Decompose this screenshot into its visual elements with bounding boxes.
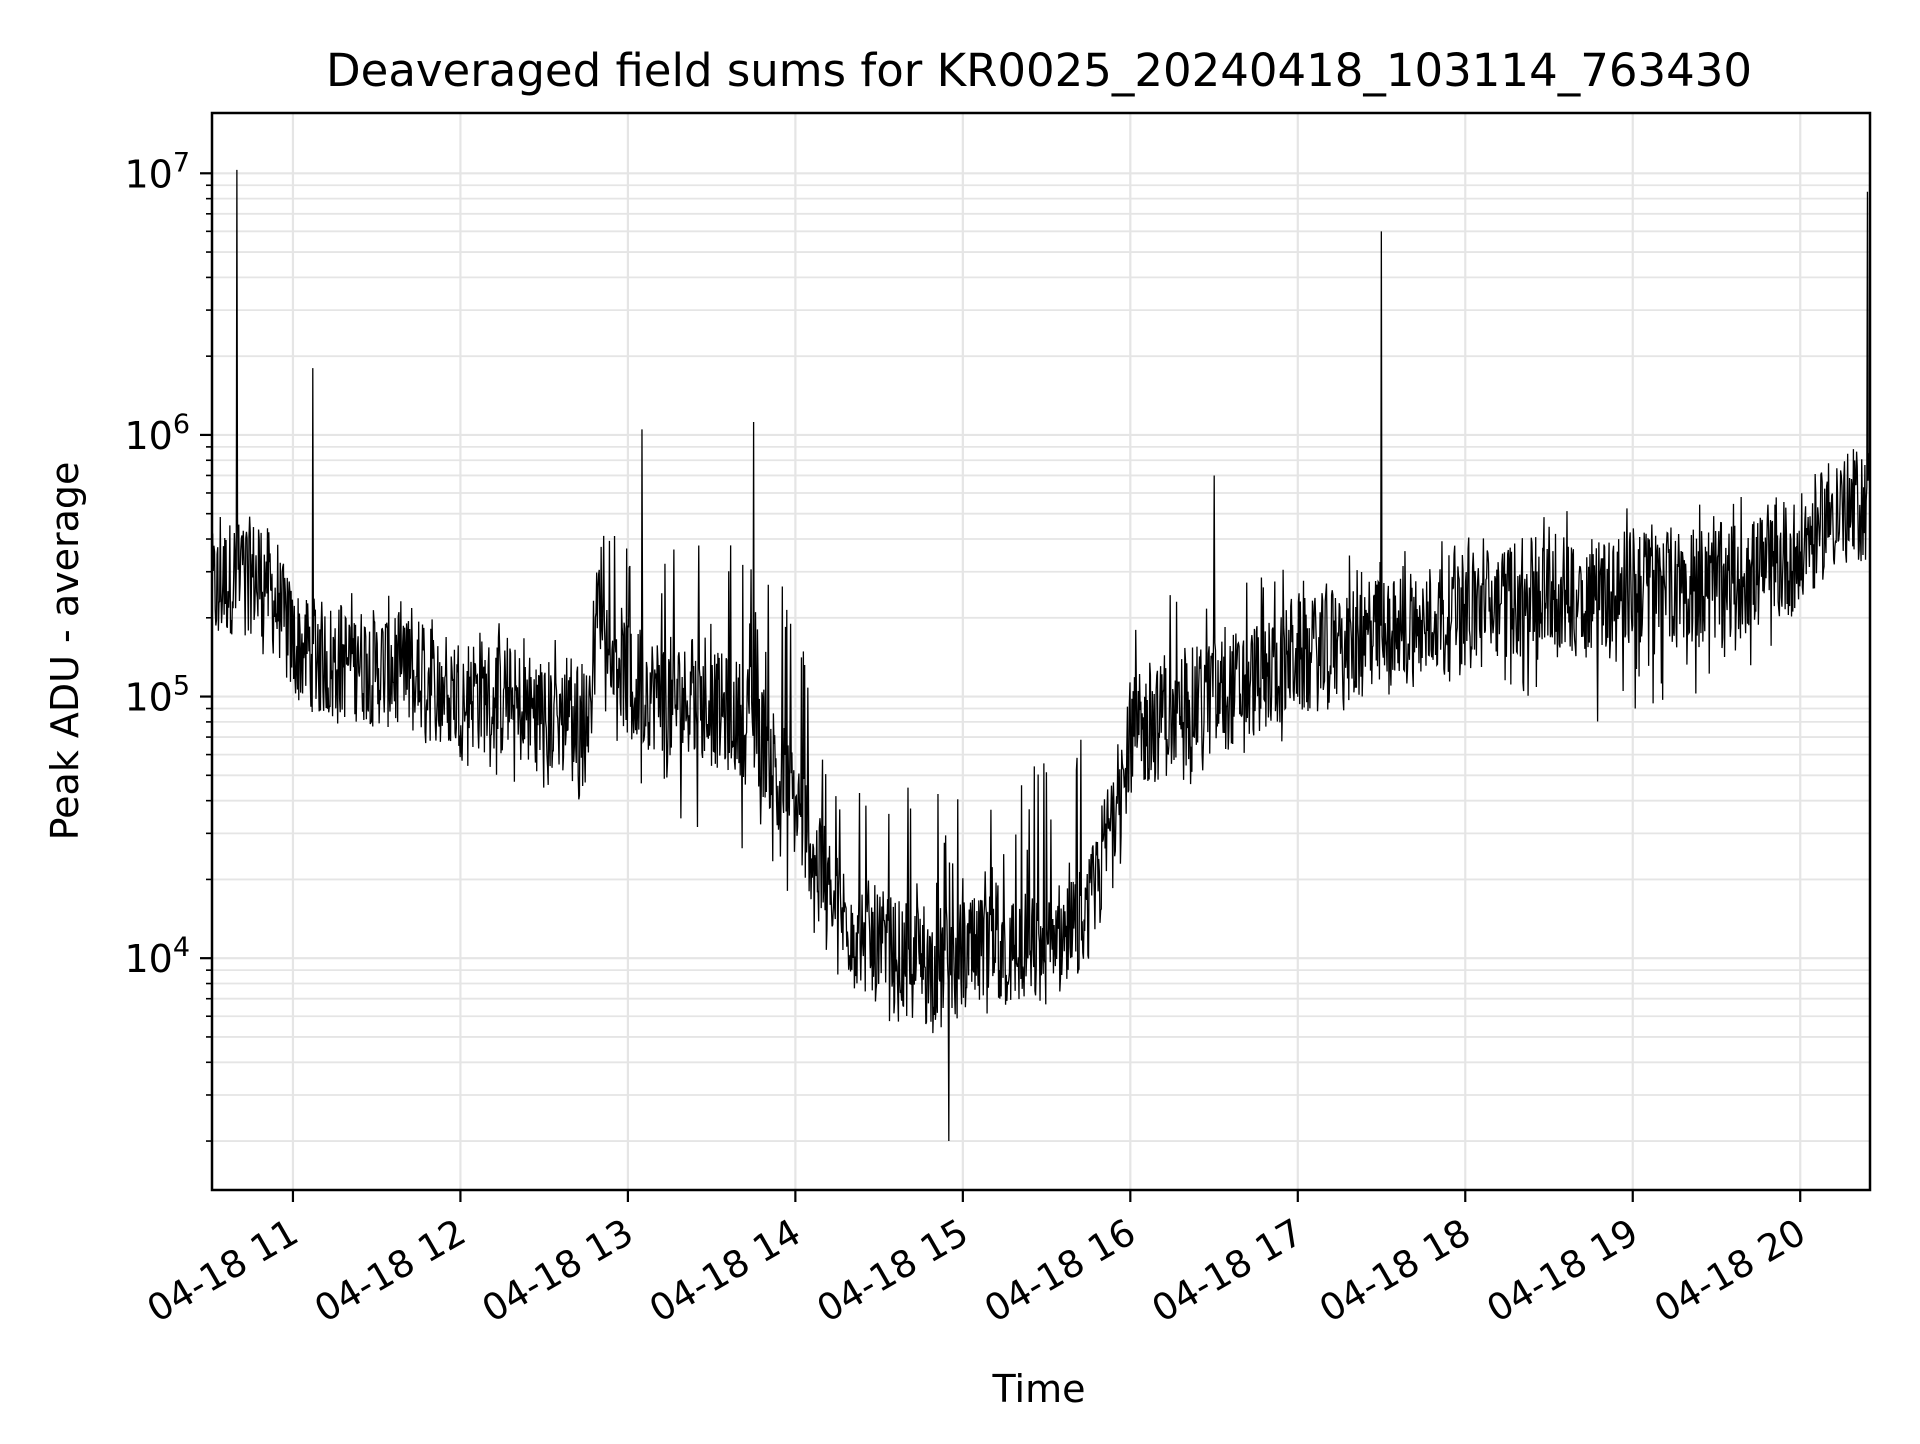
y-tick-label: 107 — [124, 147, 190, 196]
y-tick-label: 106 — [124, 409, 190, 458]
y-axis-label: Peak ADU - average — [43, 462, 87, 841]
series-layer — [212, 169, 1870, 1142]
series-line — [212, 169, 1870, 1142]
chart-title: Deaveraged field sums for KR0025_2024041… — [326, 44, 1752, 97]
plot-frame — [210, 111, 1872, 1192]
x-axis-label: Time — [992, 1367, 1086, 1411]
y-ticks: 104 105 106 107 — [124, 147, 212, 1142]
y-tick-label: 104 — [124, 932, 190, 981]
y-tick-label: 105 — [124, 671, 190, 720]
